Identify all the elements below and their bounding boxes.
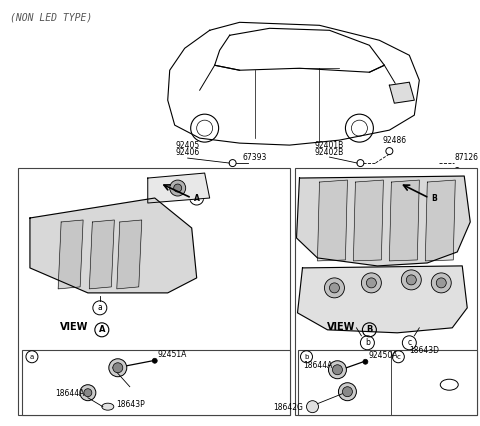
- Circle shape: [432, 273, 451, 293]
- Text: c: c: [407, 338, 411, 347]
- FancyBboxPatch shape: [18, 168, 289, 414]
- Circle shape: [84, 389, 92, 397]
- Polygon shape: [389, 82, 414, 103]
- Text: 18643D: 18643D: [409, 346, 439, 355]
- Circle shape: [26, 351, 38, 363]
- Circle shape: [338, 383, 357, 401]
- Text: 92406: 92406: [176, 148, 200, 157]
- Polygon shape: [353, 180, 384, 261]
- Polygon shape: [425, 180, 455, 261]
- FancyBboxPatch shape: [22, 350, 289, 414]
- Text: c: c: [396, 354, 400, 360]
- FancyBboxPatch shape: [298, 350, 477, 414]
- Circle shape: [113, 363, 123, 373]
- Text: 18644A: 18644A: [303, 361, 332, 370]
- Text: A: A: [194, 193, 200, 202]
- Text: B: B: [432, 193, 437, 202]
- Text: VIEW: VIEW: [60, 322, 88, 332]
- Text: 18643P: 18643P: [116, 400, 144, 409]
- Text: 92450A: 92450A: [368, 351, 398, 360]
- Text: a: a: [97, 303, 102, 312]
- Circle shape: [329, 283, 339, 293]
- Polygon shape: [148, 173, 210, 203]
- Circle shape: [436, 278, 446, 288]
- Circle shape: [363, 359, 368, 364]
- Circle shape: [402, 336, 416, 350]
- Text: 67393: 67393: [242, 153, 267, 162]
- Circle shape: [401, 270, 421, 290]
- Circle shape: [333, 365, 342, 375]
- Circle shape: [174, 184, 182, 192]
- Text: 92401B: 92401B: [315, 141, 344, 150]
- Circle shape: [324, 278, 345, 298]
- Text: 92405: 92405: [176, 141, 200, 150]
- Text: (NON LED TYPE): (NON LED TYPE): [10, 12, 92, 22]
- Text: 18644A: 18644A: [55, 389, 84, 398]
- Polygon shape: [30, 198, 197, 293]
- Circle shape: [109, 359, 127, 377]
- Text: 92486: 92486: [382, 136, 407, 145]
- Circle shape: [392, 351, 404, 363]
- Text: 92451A: 92451A: [158, 350, 187, 359]
- Polygon shape: [298, 266, 467, 333]
- Text: 87126: 87126: [454, 153, 478, 162]
- Circle shape: [93, 301, 107, 315]
- Circle shape: [360, 336, 374, 350]
- Polygon shape: [297, 176, 470, 266]
- Text: A: A: [98, 325, 105, 334]
- Polygon shape: [89, 220, 114, 289]
- Polygon shape: [117, 220, 142, 289]
- Polygon shape: [389, 180, 420, 261]
- Text: B: B: [366, 325, 372, 334]
- Circle shape: [152, 358, 157, 363]
- Circle shape: [361, 273, 382, 293]
- FancyBboxPatch shape: [295, 168, 477, 414]
- Circle shape: [80, 385, 96, 401]
- Circle shape: [342, 387, 352, 397]
- Circle shape: [170, 180, 186, 196]
- Circle shape: [366, 278, 376, 288]
- Circle shape: [328, 361, 347, 379]
- Text: 92402B: 92402B: [315, 148, 344, 157]
- Text: a: a: [30, 354, 34, 360]
- Circle shape: [407, 275, 416, 285]
- Ellipse shape: [102, 403, 114, 410]
- Text: 18642G: 18642G: [274, 403, 303, 412]
- Text: b: b: [304, 354, 309, 360]
- Text: b: b: [365, 338, 370, 347]
- Polygon shape: [317, 180, 348, 261]
- Polygon shape: [58, 220, 83, 289]
- Text: VIEW: VIEW: [327, 322, 355, 332]
- Circle shape: [300, 351, 312, 363]
- Circle shape: [307, 401, 318, 413]
- Ellipse shape: [440, 379, 458, 390]
